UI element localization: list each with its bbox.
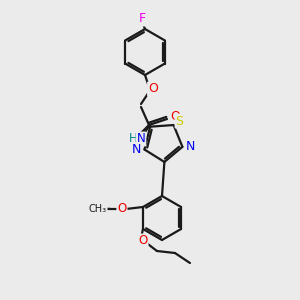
- Text: O: O: [117, 202, 127, 215]
- Text: F: F: [138, 13, 146, 26]
- Text: O: O: [148, 82, 158, 95]
- Text: N: N: [136, 133, 146, 146]
- Text: CH₃: CH₃: [89, 204, 107, 214]
- Text: S: S: [176, 115, 184, 128]
- Text: N: N: [186, 140, 195, 153]
- Text: O: O: [170, 110, 180, 122]
- Text: methoxy: methoxy: [105, 207, 111, 208]
- Text: H: H: [129, 133, 137, 146]
- Text: N: N: [132, 143, 141, 156]
- Text: O: O: [138, 235, 148, 248]
